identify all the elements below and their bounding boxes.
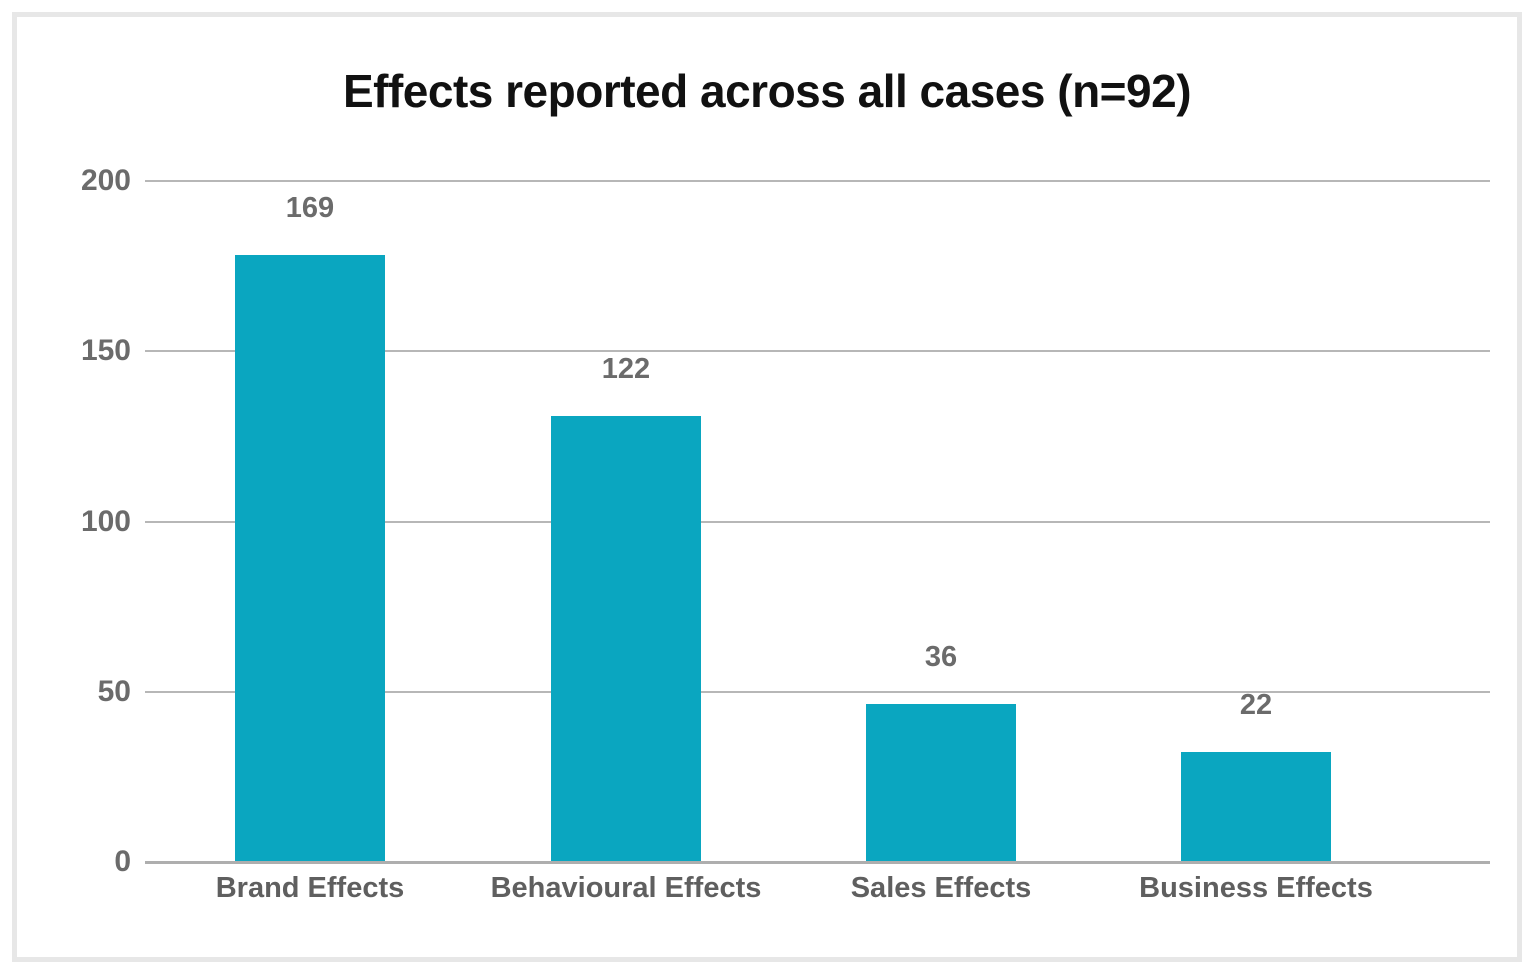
gridline-100 — [145, 521, 1490, 523]
bar-value-label: 169 — [285, 192, 335, 225]
gridline-150 — [145, 350, 1490, 352]
y-tick-0: 0 — [114, 845, 131, 878]
y-tick-100: 100 — [80, 505, 131, 538]
x-axis-baseline — [145, 861, 1490, 864]
bar-group-behavioural-effects: 122 — [551, 353, 701, 861]
x-category-behavioural-effects: Behavioural Effects — [490, 872, 762, 904]
x-category-business-effects: Business Effects — [1139, 872, 1373, 904]
gridline-200 — [145, 180, 1490, 182]
bar-business-effects — [1181, 751, 1331, 861]
y-tick-50: 50 — [97, 675, 131, 708]
bar-sales-effects — [866, 703, 1016, 861]
bar-group-business-effects: 22 — [1181, 689, 1331, 861]
plot-area: 200 150 100 50 0 169 122 36 22 — [81, 166, 1490, 877]
bar-group-brand-effects: 169 — [235, 192, 385, 861]
y-tick-150: 150 — [80, 334, 131, 367]
chart-title: Effects reported across all cases (n=92) — [342, 65, 1192, 117]
bar-value-label: 122 — [601, 353, 651, 386]
bar-value-label: 22 — [1239, 688, 1273, 721]
bar-group-sales-effects: 36 — [866, 641, 1016, 861]
x-category-sales-effects: Sales Effects — [850, 872, 1032, 904]
bar-value-label: 36 — [924, 640, 958, 673]
x-category-brand-effects: Brand Effects — [215, 872, 405, 904]
y-tick-200: 200 — [80, 164, 131, 197]
bar-behavioural-effects — [551, 416, 701, 861]
bar-brand-effects — [235, 255, 385, 861]
gridline-50 — [145, 691, 1490, 693]
